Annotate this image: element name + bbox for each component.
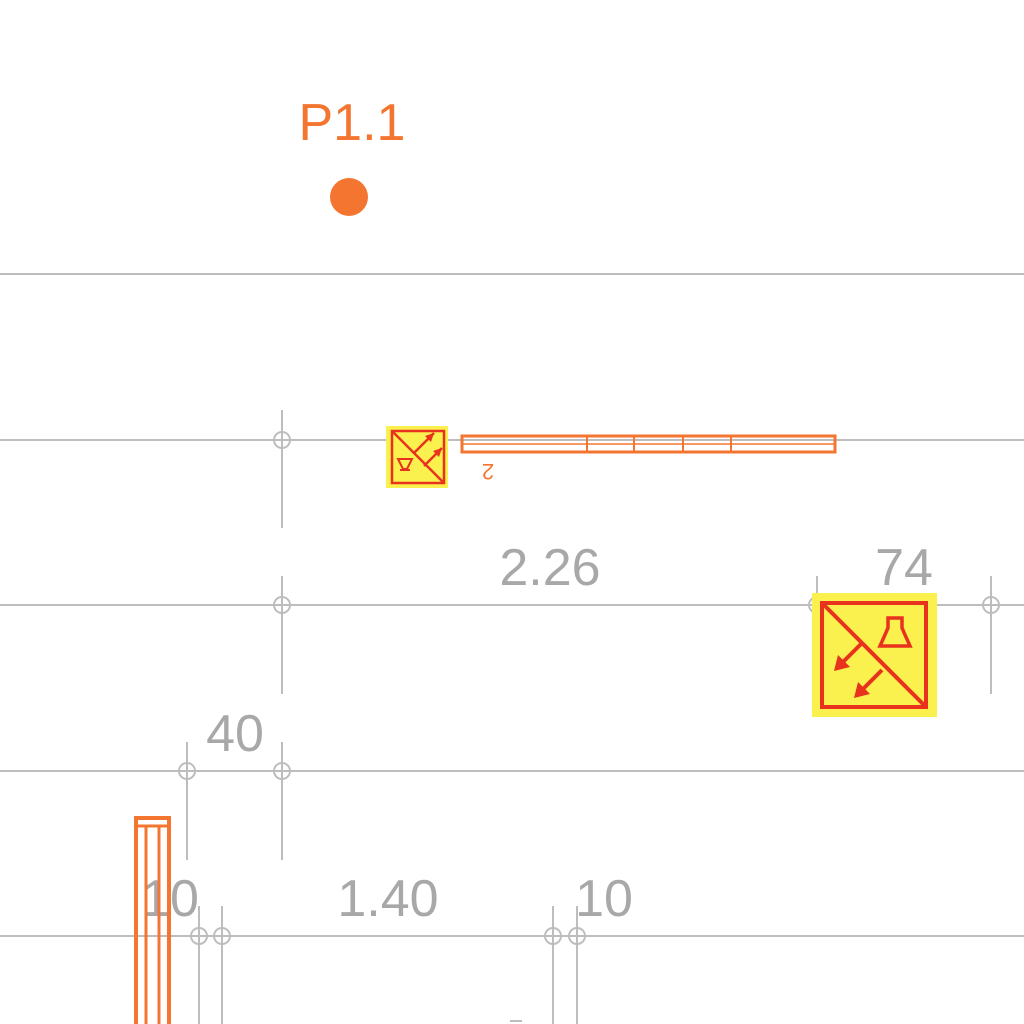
dimension-label-40: 40 (206, 705, 264, 763)
point-label: P1.1 (299, 94, 406, 152)
rail-number-label: 2 (482, 459, 494, 484)
diagonal-split-arrows-icon-large (812, 593, 937, 717)
dimension-ticks (178, 410, 1000, 1024)
dimension-label-2-26: 2.26 (499, 539, 600, 597)
dimension-label-1-40: 1.40 (337, 870, 438, 928)
point-marker (330, 178, 368, 216)
diagonal-split-arrows-icon (386, 426, 448, 488)
vertical-rail (134, 816, 171, 1024)
dimension-label-10-right: 10 (575, 870, 633, 928)
dimension-label-74: 74 (875, 539, 933, 597)
horizontal-rail (460, 434, 837, 454)
